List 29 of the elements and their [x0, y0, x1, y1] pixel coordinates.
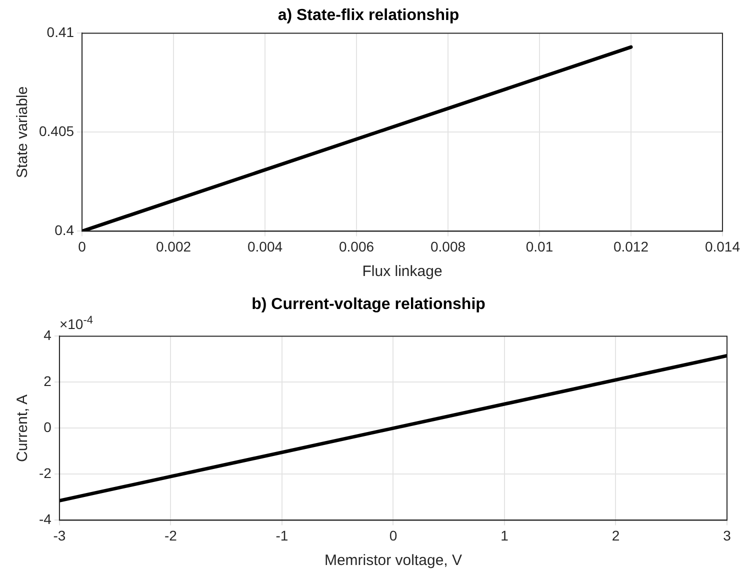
x-tick-label: 0.012: [613, 238, 649, 254]
x-tick-label: 0.014: [704, 238, 740, 254]
x-tick-label: 0.004: [247, 238, 283, 254]
x-tick-label: 2: [612, 527, 620, 544]
x-tick-label: 0.006: [338, 238, 374, 254]
y-tick-label: 2: [44, 373, 52, 390]
x-tick-label: 0.002: [156, 238, 192, 254]
y-tick-label: -4: [38, 511, 52, 528]
chart-title: b) Current-voltage relationship: [252, 296, 486, 314]
x-tick-label: 0.008: [430, 238, 466, 254]
x-axis-title: Flux linkage: [362, 263, 442, 280]
x-tick-label: 0: [78, 238, 86, 254]
y-tick-label: 4: [44, 327, 52, 344]
y-tick-label: -2: [38, 465, 52, 482]
chart-title: a) State-flix relationship: [278, 7, 460, 24]
y-tick-label: 0.405: [38, 123, 74, 140]
x-tick-label: 3: [723, 527, 732, 544]
x-axis-title: Memristor voltage, V: [324, 552, 462, 570]
x-tick-label: 1: [500, 527, 509, 544]
y-axis-title: State variable: [14, 86, 32, 178]
y-tick-label: 0.41: [46, 24, 74, 40]
x-tick-label: 0.01: [526, 238, 554, 254]
x-tick-label: 0: [389, 527, 398, 544]
x-tick-label: -1: [276, 527, 288, 544]
y-tick-label: 0: [44, 419, 52, 436]
y-tick-label: 0.4: [54, 222, 74, 238]
x-tick-label: -3: [53, 527, 66, 544]
y-axis-title: Current, A: [14, 394, 32, 462]
x-tick-label: -2: [164, 527, 178, 544]
